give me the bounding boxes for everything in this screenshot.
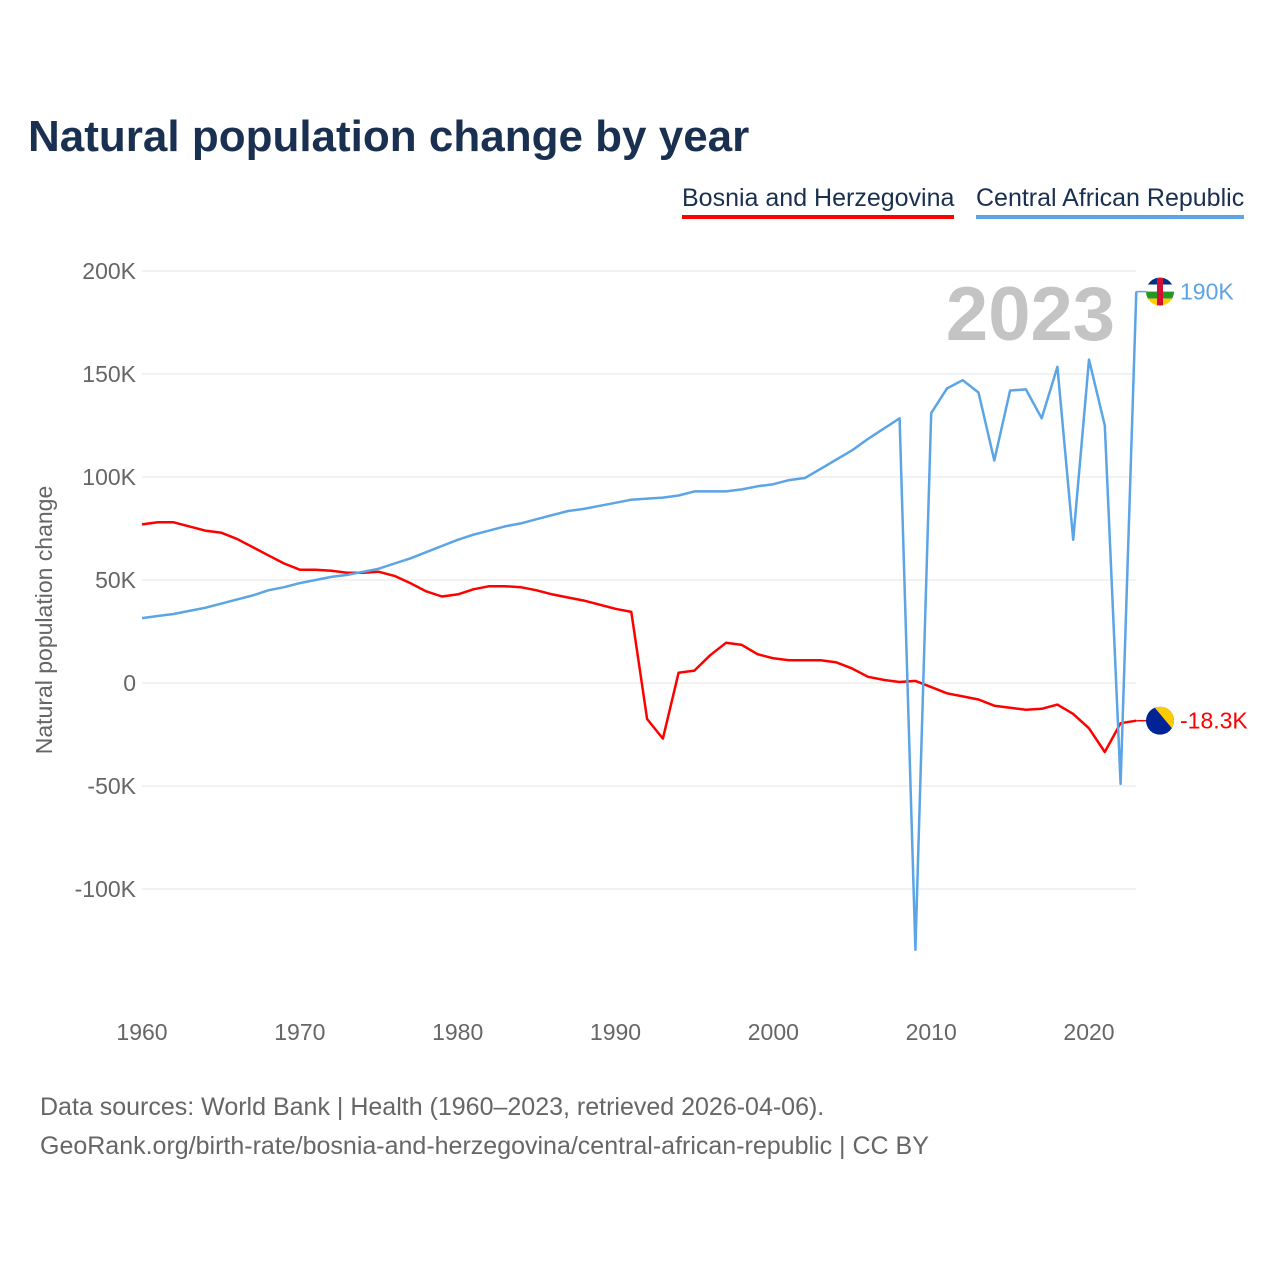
y-tick-label: 150K — [82, 361, 136, 387]
y-axis-label: Natural population change — [31, 486, 57, 755]
x-tick-label: 1970 — [274, 1019, 325, 1045]
y-tick-label: -50K — [87, 773, 136, 799]
chart-title: Natural population change by year — [28, 112, 750, 161]
source-url[interactable]: GeoRank.org/birth-rate/bosnia-and-herzeg… — [40, 1132, 929, 1160]
footer: Data sources: World Bank | Health (1960–… — [40, 1088, 929, 1166]
x-tick-label: 2010 — [906, 1019, 957, 1045]
y-tick-label: 200K — [82, 258, 136, 284]
y-tick-label: -100K — [75, 876, 137, 902]
end-value-label: -18.3K — [1180, 708, 1248, 734]
car-flag-icon — [1146, 277, 1174, 306]
x-tick-label: 1990 — [590, 1019, 641, 1045]
x-tick-label: 1960 — [116, 1019, 167, 1045]
y-tick-label: 100K — [82, 464, 136, 490]
source-text: Data sources: World Bank | Health (1960–… — [40, 1093, 825, 1121]
y-tick-label: 0 — [123, 670, 136, 696]
x-tick-label: 1980 — [432, 1019, 483, 1045]
bosnia-flag-icon — [1146, 706, 1174, 735]
series-line-car[interactable] — [141, 291, 1138, 952]
y-tick-label: 50K — [95, 567, 137, 593]
end-value-label: 190K — [1180, 279, 1234, 305]
x-tick-label: 2020 — [1063, 1019, 1114, 1045]
year-label: 2023 — [946, 272, 1115, 357]
legend-car[interactable]: Central African Republic — [976, 184, 1245, 219]
legend-bosnia[interactable]: Bosnia and Herzegovina — [682, 184, 955, 219]
series-line-bosnia[interactable] — [141, 521, 1137, 754]
x-tick-label: 2000 — [748, 1019, 799, 1045]
